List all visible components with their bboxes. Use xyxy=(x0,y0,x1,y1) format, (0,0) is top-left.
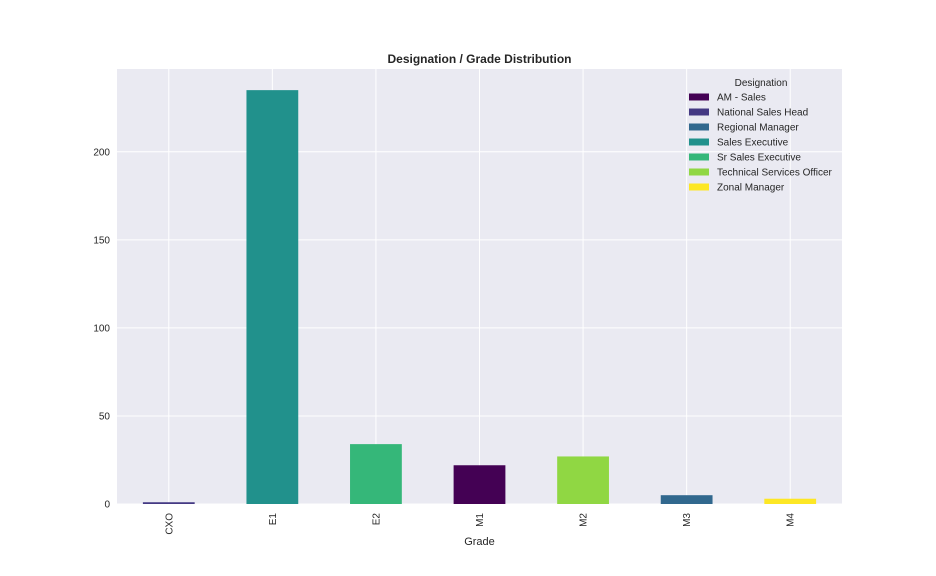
chart-title: Designation / Grade Distribution xyxy=(387,52,571,66)
legend-swatch xyxy=(689,168,709,176)
bar xyxy=(453,465,506,504)
x-tick-label: M4 xyxy=(786,513,797,527)
x-tick-label: M3 xyxy=(682,513,693,527)
legend-swatch xyxy=(689,108,709,116)
x-tick-label: E2 xyxy=(371,513,382,526)
bar xyxy=(660,495,713,504)
y-tick-labels: 0 50 100 150 200 xyxy=(93,147,110,510)
legend-title: Designation xyxy=(735,78,788,89)
y-tick-label: 50 xyxy=(99,411,111,422)
legend-label: Regional Manager xyxy=(717,123,799,134)
legend-swatch xyxy=(689,138,709,146)
y-tick-label: 150 xyxy=(93,235,110,246)
bar xyxy=(557,456,609,504)
bar xyxy=(246,90,299,504)
x-tick-labels: CXO E1 E2 M1 M2 M3 M4 xyxy=(164,513,796,535)
legend-label: Sr Sales Executive xyxy=(717,153,801,164)
x-axis-label: Grade xyxy=(464,536,495,548)
bar xyxy=(350,444,402,504)
legend: Designation AM - Sales National Sales Hea… xyxy=(689,78,833,194)
x-tick-label: CXO xyxy=(164,513,175,535)
bars xyxy=(142,90,817,504)
legend-swatch xyxy=(689,93,709,101)
bar xyxy=(764,498,817,504)
legend-label: AM - Sales xyxy=(717,93,766,104)
bar xyxy=(142,502,195,504)
legend-label: National Sales Head xyxy=(717,108,808,119)
x-tick-label: M2 xyxy=(579,513,590,527)
legend-label: Sales Executive xyxy=(717,138,789,149)
grid-lines xyxy=(117,69,842,505)
x-tick-label: E1 xyxy=(268,513,279,526)
y-tick-label: 100 xyxy=(93,323,110,334)
legend-label: Technical Services Officer xyxy=(717,168,833,179)
x-tick-label: M1 xyxy=(475,513,486,527)
y-tick-label: 200 xyxy=(93,147,110,158)
legend-swatch xyxy=(689,153,709,161)
legend-label: Zonal Manager xyxy=(717,183,785,194)
legend-swatch xyxy=(689,123,709,131)
legend-swatch xyxy=(689,183,709,191)
y-tick-label: 0 xyxy=(104,500,110,511)
